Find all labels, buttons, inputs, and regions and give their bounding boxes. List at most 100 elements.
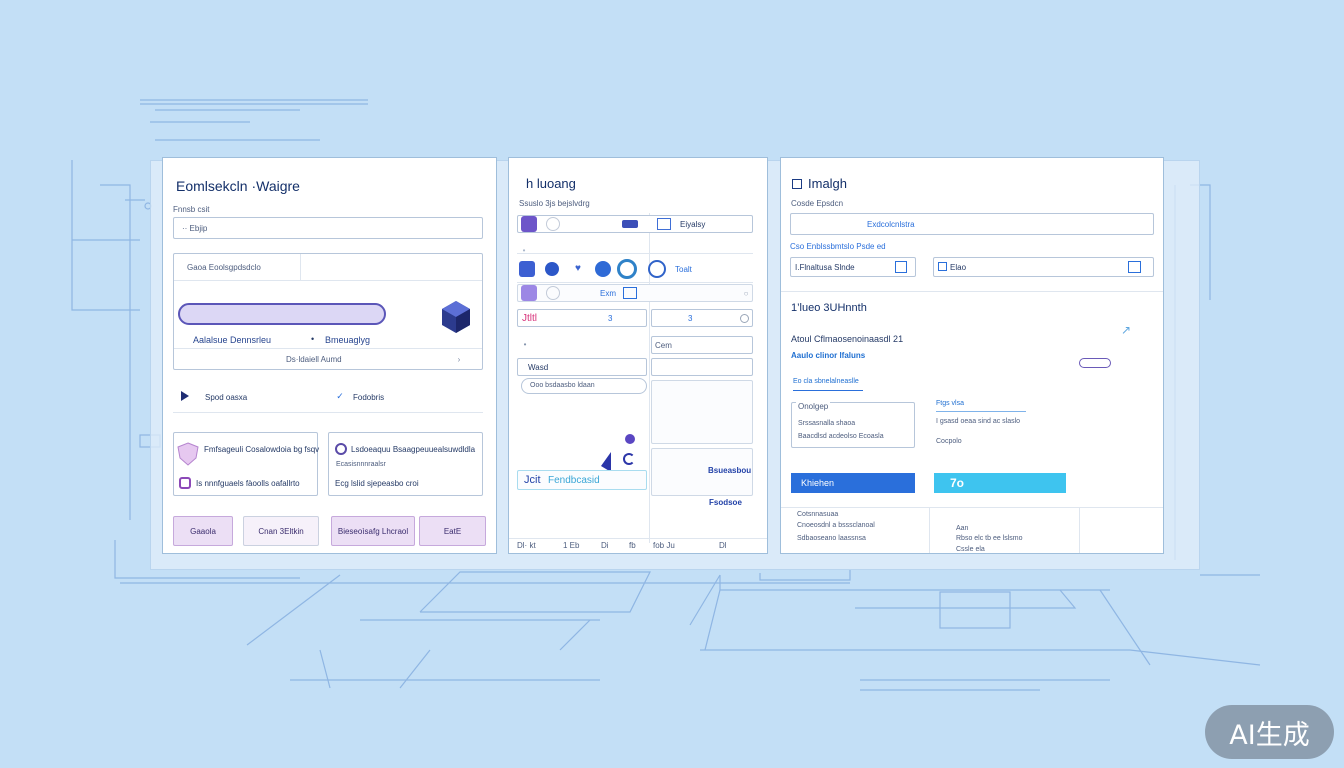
field-label: Fnnsb csit — [173, 205, 210, 214]
caption-right: Bmeuaglyg — [325, 335, 371, 345]
refresh-icon[interactable] — [623, 453, 635, 465]
detail-card-1-line2: Baacdlsd acdeolso Ecoasla — [798, 433, 884, 440]
action-button-3[interactable]: Bieseoìsafg Lhcraol — [331, 516, 415, 546]
panel-middle-subtitle: Ssuslo 3js bejslvdrg — [519, 199, 590, 208]
radio-icon-2[interactable] — [546, 286, 560, 300]
play-icon[interactable] — [179, 390, 191, 402]
dot-icon: • — [522, 245, 526, 255]
option-pill[interactable]: Ooo bsdaasbo ldaan — [521, 378, 647, 394]
panel-right-field-label: Cosde Epsdcn — [791, 199, 844, 208]
stat-label-b: Fsodsoe — [709, 498, 742, 507]
detail-card-1[interactable]: Onolgep Srssasnalla shaoa Baacdlsd acdeo… — [791, 402, 915, 448]
info-icon[interactable]: ○ — [743, 288, 749, 298]
panel-right-row-label: Cso Enblssbmtslo Psde ed — [790, 242, 886, 251]
toggle-switch[interactable] — [1079, 358, 1111, 368]
window-icon[interactable] — [657, 218, 671, 230]
action-button-1[interactable]: Gaaola — [173, 516, 233, 546]
detail-card-2-label: Ftgs vlsa — [936, 400, 965, 407]
action-button-2[interactable]: Cnan 3Eltkin — [243, 516, 319, 546]
sub-section-label: Eo cla sbnelalneaslle — [793, 378, 859, 385]
card1-line1: Fmfsageuli Cosalowdoia bg fsqv — [204, 445, 320, 454]
heart-icon[interactable]: ♥ — [575, 262, 581, 274]
footer-item-5[interactable]: fob Ju — [653, 541, 675, 550]
value-input[interactable]: Elao — [933, 257, 1154, 277]
swirl-icon[interactable] — [617, 259, 637, 279]
footer-item-2[interactable]: 1 Eb — [563, 541, 580, 550]
badge-text: Jtltl — [522, 313, 537, 324]
panel-middle-title: h luoang — [526, 176, 576, 191]
sphere-icon[interactable] — [595, 261, 611, 277]
calendar-icon — [938, 262, 947, 271]
toggle-icon[interactable] — [740, 314, 749, 323]
name-input-value: I.Flnaltusa Slnde — [795, 263, 855, 272]
panel-right: Imalgh Cosde Epsdcn Exdcolcnlstra Cso En… — [780, 157, 1164, 554]
globe-icon[interactable] — [545, 262, 559, 276]
bottom-text: Fendbcasid — [548, 475, 600, 486]
option-row-1[interactable]: Wasd — [517, 358, 647, 376]
bottom-prefix: Jcit — [524, 474, 541, 486]
blue-square-icon[interactable] — [519, 261, 535, 277]
section-line-1: Atoul Cflmaosenoinaasdl 21 — [791, 334, 904, 344]
text-input[interactable]: ·· Ebjip — [173, 217, 483, 239]
panel-right-input-value: Exdcolcnlstra — [867, 220, 915, 229]
option-1-label: Wasd — [528, 363, 549, 372]
radio-icon[interactable] — [546, 217, 560, 231]
selection-row[interactable]: Exm ○ — [517, 284, 753, 302]
footer-item-3[interactable]: Di — [601, 541, 609, 550]
list-2-line1: Aan — [956, 525, 969, 532]
square-icon — [792, 179, 802, 189]
action-button-4[interactable]: EatE — [419, 516, 486, 546]
detail-card-2-line2: Cocpolo — [936, 438, 962, 445]
middle-row-value: Toalt — [675, 265, 692, 274]
folder-icon — [623, 287, 637, 299]
detail-card-1-line1: Srssasnalla shaoa — [798, 420, 856, 427]
app-square-icon[interactable] — [521, 216, 537, 232]
dropdown-1[interactable]: Cem — [651, 336, 753, 354]
secondary-button[interactable]: 7o — [934, 473, 1066, 493]
edit-icon[interactable] — [895, 261, 907, 273]
list-2-line2: Rbso elc tb ee lslsmo — [956, 535, 1023, 542]
value-input-text: Elao — [950, 263, 967, 272]
compass-icon[interactable] — [648, 260, 666, 278]
filter-left[interactable]: Jtltl 3 — [517, 309, 647, 327]
list-1-line3: Sdbaoseano laassnsa — [797, 535, 866, 542]
card2-line2: Ecasisnnnraalsr — [336, 461, 386, 468]
row-left-label: Spod oasxa — [205, 393, 248, 402]
footer-item-6[interactable]: Dl — [719, 541, 727, 550]
image-icon[interactable] — [1128, 261, 1141, 273]
stat-label-a: Bsueasbou — [708, 466, 752, 475]
settings-group: Gaoa Eoolsgpdsdclo Aalalsue Dennsrleu • … — [173, 253, 483, 370]
bottom-banner[interactable]: Jcit Fendbcasid — [517, 470, 647, 490]
info-card-2[interactable]: Lsdoeaquu Bsaagpeuuealsuwdldla Ecasisnnn… — [328, 432, 483, 496]
option-pill-label: Ooo bsdaasbo ldaan — [530, 382, 595, 389]
detail-card-2-line1: I gsasd oeaa sind ac slaslo — [936, 418, 1021, 425]
toolbar-row: Eiyalsy — [517, 215, 753, 233]
primary-button[interactable]: Khiehen — [791, 473, 915, 493]
caption-bullet: • — [311, 334, 315, 344]
filter-right[interactable]: 3 — [651, 309, 753, 327]
pin-icon: ↗ — [1120, 323, 1132, 337]
preview-box — [651, 380, 753, 444]
ai-generated-watermark: AI生成 — [1205, 705, 1334, 759]
info-card-1[interactable]: Fmfsageuli Cosalowdoia bg fsqv Is nnnfgu… — [173, 432, 320, 496]
card2-line1: Lsdoeaquu Bsaagpeuuealsuwdldla — [351, 445, 476, 454]
check-icon: ✓ — [336, 390, 344, 401]
shield-icon — [177, 442, 199, 466]
panel-right-input[interactable]: Exdcolcnlstra — [790, 213, 1154, 235]
panel-right-title: Imalgh — [808, 176, 848, 191]
cube-icon — [440, 300, 472, 334]
caption-left: Aalalsue Dennsrleu — [193, 335, 272, 345]
footer-item-1[interactable]: Dl· kt — [517, 541, 536, 550]
section-line-2: Aaulo clinor lfaluns — [791, 351, 866, 360]
name-input[interactable]: I.Flnaltusa Slnde — [790, 257, 916, 277]
panel-left-title: Eomlsekcln ·Waigre — [176, 178, 300, 194]
progress-slider[interactable] — [178, 303, 386, 325]
filter-left-value: 3 — [608, 314, 613, 323]
section-title: 1’lueo 3UHnnth — [791, 302, 867, 314]
card2-line3: Ecg lslid sjepeasbo croi — [335, 479, 419, 488]
list-2-line3: Cssle ela — [956, 546, 985, 553]
option-row-2[interactable] — [651, 358, 753, 376]
chevron-icon[interactable]: › — [457, 354, 461, 364]
text-input-value: ·· Ebjip — [182, 224, 208, 233]
footer-item-4[interactable]: fb — [629, 541, 636, 550]
